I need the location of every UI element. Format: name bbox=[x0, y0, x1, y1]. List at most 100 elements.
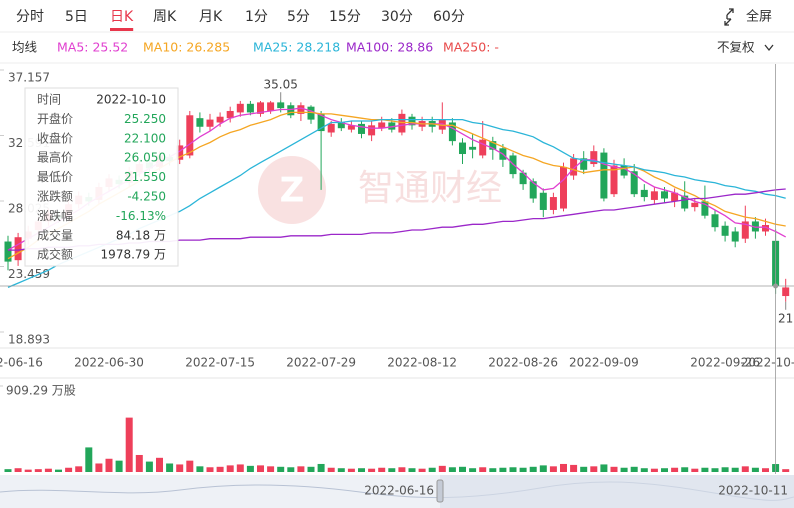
volume-bar bbox=[44, 468, 52, 472]
tab[interactable]: 1分 bbox=[245, 9, 268, 25]
y-tick-label: 23.459 bbox=[8, 267, 50, 281]
tooltip-value: -16.13% bbox=[116, 209, 166, 223]
tab[interactable]: 月K bbox=[199, 9, 223, 25]
navigator-handle[interactable] bbox=[436, 479, 444, 503]
volume-bar bbox=[368, 468, 376, 472]
x-tick-label: 2022-08-12 bbox=[387, 356, 457, 370]
candle-body bbox=[236, 103, 244, 113]
fullscreen-button[interactable]: 全屏 bbox=[724, 8, 772, 26]
volume-bar bbox=[65, 467, 73, 472]
volume-bar bbox=[4, 469, 12, 472]
tab[interactable]: 60分 bbox=[433, 9, 465, 25]
adjust-dropdown[interactable]: 不复权 bbox=[717, 40, 774, 55]
candle-body bbox=[287, 105, 295, 116]
volume-bar bbox=[135, 454, 143, 472]
candle-body bbox=[438, 119, 446, 130]
volume-bar bbox=[347, 468, 355, 472]
tab[interactable]: 分时 bbox=[16, 9, 44, 25]
volume-bar bbox=[762, 468, 769, 472]
candle-body bbox=[267, 102, 275, 111]
volume-bar bbox=[226, 465, 234, 472]
x-tick-label: 2022-06-30 bbox=[74, 356, 144, 370]
navigator-window[interactable] bbox=[440, 475, 794, 508]
tab[interactable]: 周K bbox=[153, 9, 177, 25]
volume-bar bbox=[560, 463, 567, 472]
volume-bar bbox=[671, 467, 679, 472]
candle-body bbox=[398, 113, 406, 133]
tooltip-value: 25.250 bbox=[124, 112, 166, 126]
volume-bar bbox=[549, 466, 557, 472]
volume-bar bbox=[186, 460, 194, 472]
candle-body bbox=[570, 158, 578, 176]
candle-body bbox=[327, 123, 335, 133]
volume-bar bbox=[731, 467, 739, 472]
candle-body bbox=[691, 202, 699, 208]
tab[interactable]: 5日 bbox=[65, 9, 88, 25]
annotation-label: 21 bbox=[778, 311, 793, 325]
candle-body bbox=[196, 118, 204, 127]
volume-bar bbox=[428, 467, 436, 472]
navigator[interactable]: 2022-06-16 2022-10-11 bbox=[0, 475, 794, 508]
candle-body bbox=[701, 201, 709, 216]
volume-bar bbox=[216, 466, 224, 472]
volume-bar bbox=[570, 464, 578, 472]
candle-body bbox=[681, 195, 689, 209]
volume-bar bbox=[751, 467, 759, 472]
tab[interactable]: 日K bbox=[110, 9, 134, 25]
volume-bar bbox=[277, 466, 285, 472]
candle-body bbox=[519, 172, 527, 185]
candle-body bbox=[751, 221, 759, 232]
tooltip-label: 涨跌额 bbox=[37, 189, 73, 204]
x-tick-label: 2022-07-15 bbox=[185, 356, 255, 370]
volume-bar bbox=[24, 469, 32, 472]
candle-body bbox=[762, 225, 769, 232]
candle-body bbox=[721, 225, 729, 236]
crosshair-dot bbox=[773, 283, 779, 289]
candle-body bbox=[782, 287, 790, 297]
watermark-logo bbox=[258, 156, 326, 224]
watermark: Z 智通财经 bbox=[258, 156, 502, 224]
candle-body bbox=[731, 231, 739, 242]
tooltip-value: 26.050 bbox=[124, 151, 166, 165]
adjust-label[interactable]: 不复权 bbox=[717, 40, 755, 55]
volume-bar bbox=[236, 464, 244, 472]
volume-bar bbox=[267, 466, 275, 472]
volume-bar bbox=[196, 466, 204, 472]
legend: MA5: 25.52 MA10: 26.285 MA25: 28.218 MA100:… bbox=[57, 40, 499, 55]
candle-body bbox=[226, 110, 234, 119]
candle-body bbox=[14, 237, 22, 261]
volume-bar bbox=[317, 463, 325, 472]
volume-bar bbox=[95, 463, 103, 472]
volume-bar bbox=[14, 468, 22, 472]
volume-bar bbox=[246, 465, 254, 472]
volume-bar bbox=[115, 460, 123, 472]
candle-body bbox=[388, 122, 396, 130]
volume-bar bbox=[782, 469, 790, 472]
candle-body bbox=[378, 122, 386, 129]
volume-bar bbox=[469, 468, 477, 472]
volume-bar bbox=[145, 461, 153, 472]
tooltip-value: 21.550 bbox=[124, 170, 166, 184]
volume-bar bbox=[166, 463, 174, 472]
volume-bar bbox=[459, 466, 466, 472]
tab[interactable]: 30分 bbox=[381, 9, 413, 25]
volume-bar bbox=[257, 465, 264, 472]
volume-bar bbox=[509, 467, 517, 472]
ma-label: 均线 bbox=[12, 40, 38, 55]
volume-bar bbox=[489, 468, 497, 472]
volume-bar bbox=[287, 467, 295, 472]
candle-body bbox=[347, 125, 355, 130]
tab[interactable]: 5分 bbox=[287, 9, 310, 25]
tooltip-label: 时间 bbox=[37, 93, 61, 107]
tab[interactable]: 15分 bbox=[329, 9, 361, 25]
legend-item: MA100: 28.86 bbox=[346, 40, 433, 55]
fullscreen-label[interactable]: 全屏 bbox=[746, 9, 772, 25]
volume-bar bbox=[206, 467, 214, 472]
volume-bar bbox=[539, 465, 547, 472]
legend-item: MA5: 25.52 bbox=[57, 40, 128, 55]
volume-bar bbox=[327, 467, 335, 472]
volume-bar bbox=[499, 467, 507, 472]
navigator-end: 2022-10-11 bbox=[718, 484, 788, 498]
volume-bar bbox=[34, 469, 42, 472]
